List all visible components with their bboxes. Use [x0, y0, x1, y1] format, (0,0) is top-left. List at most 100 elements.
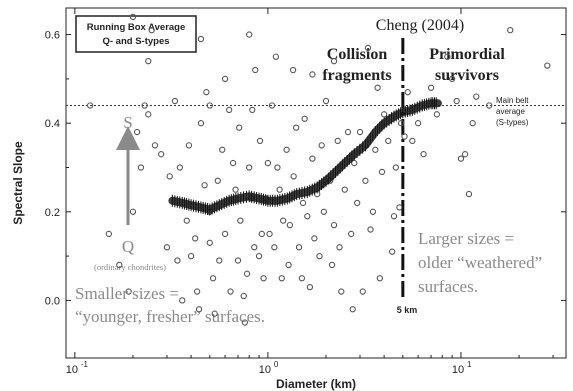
- data-point: [241, 319, 249, 326]
- legend-line1: Running Box Average: [87, 22, 186, 33]
- data-point: [176, 164, 184, 171]
- data-point: [260, 275, 267, 282]
- data-point: [129, 13, 137, 21]
- data-point: [465, 190, 473, 198]
- data-point: [209, 275, 217, 282]
- data-point: [544, 62, 551, 69]
- data-point: [166, 173, 173, 180]
- data-point: [179, 297, 186, 304]
- large-sizes-line2: older “weathered”: [418, 253, 542, 272]
- data-point: [309, 155, 316, 162]
- data-point: [141, 102, 148, 109]
- data-point: [129, 208, 137, 215]
- data-point: [507, 27, 514, 34]
- data-point: [145, 58, 152, 65]
- fragments-label: fragments: [322, 67, 391, 84]
- data-point: [397, 120, 405, 127]
- data-point: [330, 58, 338, 65]
- data-point: [133, 128, 141, 136]
- data-point: [268, 102, 276, 109]
- data-point: [86, 102, 94, 109]
- data-point: [367, 226, 374, 233]
- x-tick-label: 10: [452, 364, 464, 376]
- data-point: [214, 177, 221, 184]
- y-tick-label: 0.4: [45, 118, 60, 130]
- data-point: [378, 168, 386, 176]
- data-point: [271, 244, 278, 251]
- main-belt-label-line1: Main belt: [496, 96, 529, 105]
- data-point: [280, 217, 287, 224]
- data-point: [328, 261, 336, 269]
- data-point: [322, 97, 330, 105]
- data-point: [311, 235, 318, 242]
- data-point: [278, 275, 285, 282]
- data-point: [192, 235, 199, 242]
- legend-line2: Q- and S-types: [102, 36, 169, 47]
- data-point: [195, 306, 203, 313]
- data-point: [193, 288, 201, 295]
- large-sizes-line1: Larger sizes =: [418, 229, 514, 248]
- data-point: [457, 155, 465, 162]
- data-point: [341, 186, 348, 193]
- data-point: [392, 164, 400, 171]
- data-point: [221, 230, 229, 238]
- data-point: [206, 239, 213, 246]
- data-point: [116, 261, 123, 269]
- data-point: [388, 248, 396, 255]
- data-point: [448, 75, 456, 83]
- data-point: [283, 146, 290, 153]
- x-tick-exponent: 1: [467, 360, 472, 369]
- data-point: [240, 292, 247, 300]
- data-point: [201, 182, 208, 189]
- data-point: [390, 213, 398, 220]
- data-point: [292, 124, 300, 131]
- data-point: [286, 221, 294, 229]
- y-axis-title: Spectral Slope: [11, 141, 25, 225]
- data-point: [243, 270, 251, 277]
- data-point: [229, 159, 237, 167]
- data-point: [316, 252, 323, 260]
- data-point: [351, 159, 358, 167]
- data-point: [396, 204, 403, 211]
- y-axis-ticks: 0.0 0.2 0.4 0.6: [45, 30, 566, 307]
- data-point: [401, 133, 408, 140]
- data-point: [336, 244, 343, 251]
- data-point: [376, 275, 383, 282]
- data-point: [171, 97, 179, 105]
- data-point: [414, 120, 422, 127]
- data-point: [334, 137, 341, 145]
- data-point: [187, 252, 195, 260]
- data-point: [318, 142, 325, 149]
- x-axis-title: Diameter (km): [276, 377, 356, 391]
- data-point: [301, 115, 308, 122]
- data-point: [105, 230, 112, 238]
- data-point: [219, 146, 226, 153]
- data-point: [206, 102, 213, 109]
- large-sizes-line3: surfaces.: [418, 277, 478, 296]
- data-point: [385, 137, 392, 145]
- data-point: [369, 208, 377, 215]
- survivors-label: survivors: [435, 67, 499, 84]
- data-point: [372, 146, 379, 153]
- collision-label: Collision: [327, 46, 388, 63]
- data-point: [236, 124, 243, 131]
- data-point: [276, 186, 283, 193]
- data-point: [420, 151, 427, 158]
- data-point: [290, 173, 297, 180]
- q-label: Q: [122, 237, 134, 256]
- running-average: [168, 97, 442, 216]
- data-point: [145, 111, 152, 118]
- data-point: [306, 283, 314, 291]
- data-point: [285, 261, 292, 269]
- data-point: [364, 44, 372, 52]
- data-point: [338, 288, 345, 295]
- data-point: [183, 217, 190, 224]
- data-point: [232, 186, 239, 193]
- data-point: [125, 288, 132, 295]
- data-point: [461, 151, 469, 158]
- data-point: [272, 53, 280, 60]
- x-tick-label: 10: [259, 364, 271, 376]
- y-tick-label: 0.2: [45, 207, 60, 219]
- data-point: [444, 53, 451, 60]
